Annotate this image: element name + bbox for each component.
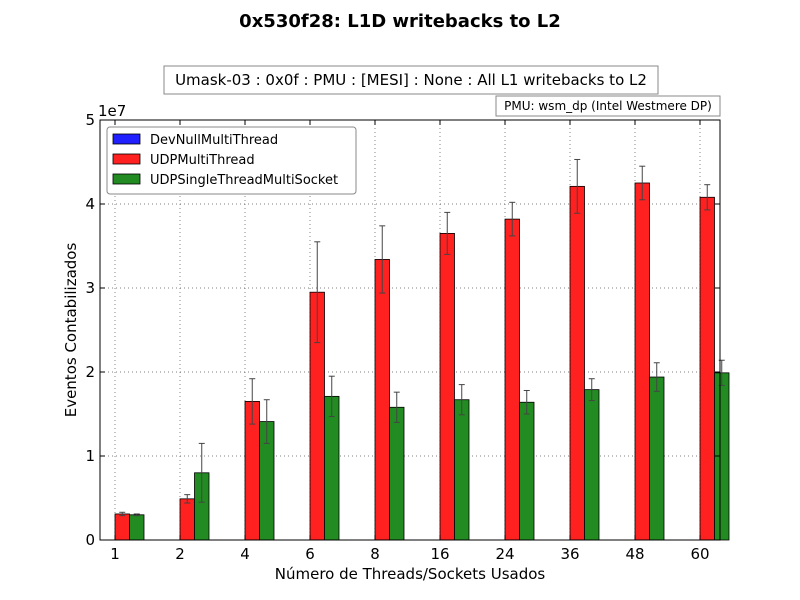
y-axis-label: Eventos Contabilizados [62,243,80,418]
y-tick-label: 0 [85,531,95,549]
x-tick-label: 6 [305,545,315,563]
bar-UDPSingleThreadMultiSocket-16 [454,399,470,541]
bar-UDPMultiThread-8 [374,259,390,541]
x-tick-label: 4 [240,545,250,563]
bar-UDPMultiThread-16 [439,232,455,541]
x-tick-label: 60 [690,545,709,563]
y-tick-label: 4 [85,195,95,213]
legend-swatch-DevNullMultiThread [112,133,141,145]
grid [100,120,720,540]
x-tick-label: 1 [110,545,120,563]
bar-UDPSingleThreadMultiSocket-6 [324,395,340,541]
legend-swatch-UDPSingleThreadMultiSocket [112,173,141,185]
chart-title: 0x530f28: L1D writebacks to L2 [239,11,561,32]
bar-UDPSingleThreadMultiSocket-36 [584,389,600,541]
y-exponent-label: 1e7 [98,102,126,120]
x-tick-label: 16 [430,545,449,563]
y-tick-label: 5 [85,111,95,129]
bar-UDPSingleThreadMultiSocket-48 [649,376,665,541]
pmu-box: PMU: wsm_dp (Intel Westmere DP) [495,95,721,117]
plot-frame [99,119,721,541]
bars [114,182,730,541]
bar-UDPSingleThreadMultiSocket-24 [519,401,535,541]
x-tick-label: 24 [495,545,514,563]
bar-UDPSingleThreadMultiSocket-8 [389,406,405,541]
y-tick-label: 2 [85,363,95,381]
legend-label-UDPMultiThread: UDPMultiThread [150,153,255,168]
x-tick-label: 48 [625,545,644,563]
legend: DevNullMultiThread UDPMultiThread UDPSingl… [106,126,357,195]
bar-UDPMultiThread-48 [634,182,650,541]
x-tick-label: 36 [560,545,579,563]
x-axis-label: Número de Threads/Sockets Usados [275,565,546,583]
bar-UDPSingleThreadMultiSocket-1 [129,514,145,541]
y-tick-label: 3 [85,279,95,297]
bar-UDPMultiThread-60 [699,196,715,541]
error-bars [119,158,725,517]
x-tick-label: 8 [370,545,380,563]
bar-UDPMultiThread-36 [569,185,585,541]
chart-subtitle: Umask-03 : 0x0f : PMU : [MESI] : None : … [175,71,647,89]
legend-label-DevNullMultiThread: DevNullMultiThread [150,133,278,148]
legend-label-UDPSingleThreadMultiSocket: UDPSingleThreadMultiSocket [150,173,338,188]
subtitle-box: Umask-03 : 0x0f : PMU : [MESI] : None : … [163,65,659,95]
y-tick-label: 1 [85,447,95,465]
bar-UDPMultiThread-24 [504,218,520,541]
x-tick-label: 2 [175,545,185,563]
legend-swatch-UDPMultiThread [112,153,141,165]
bar-UDPMultiThread-1 [114,513,130,541]
bar-UDPMultiThread-2 [179,498,195,541]
pmu-label: PMU: wsm_dp (Intel Westmere DP) [504,99,712,113]
